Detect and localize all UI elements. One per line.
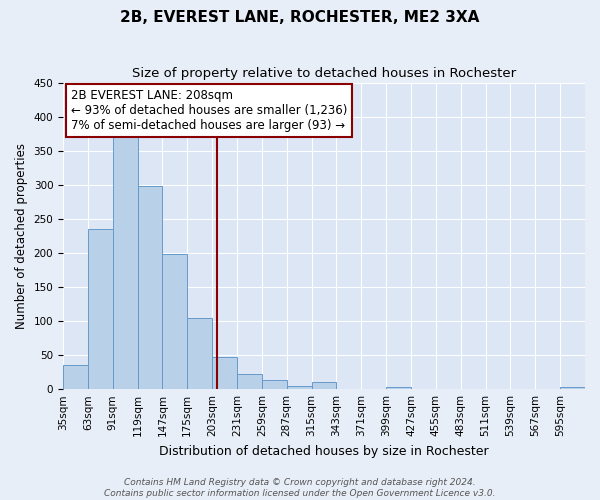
Bar — [560, 387, 585, 389]
Bar — [311, 382, 337, 389]
Text: Contains HM Land Registry data © Crown copyright and database right 2024.
Contai: Contains HM Land Registry data © Crown c… — [104, 478, 496, 498]
Text: 2B, EVEREST LANE, ROCHESTER, ME2 3XA: 2B, EVEREST LANE, ROCHESTER, ME2 3XA — [121, 10, 479, 25]
Bar — [63, 366, 88, 389]
Bar — [113, 138, 137, 389]
Bar — [187, 318, 212, 389]
Bar — [88, 230, 113, 389]
Bar — [163, 254, 187, 389]
Bar — [212, 357, 237, 389]
Bar — [262, 380, 287, 389]
Bar — [386, 387, 411, 389]
Bar — [137, 186, 163, 389]
X-axis label: Distribution of detached houses by size in Rochester: Distribution of detached houses by size … — [159, 444, 489, 458]
Title: Size of property relative to detached houses in Rochester: Size of property relative to detached ho… — [132, 68, 516, 80]
Text: 2B EVEREST LANE: 208sqm
← 93% of detached houses are smaller (1,236)
7% of semi-: 2B EVEREST LANE: 208sqm ← 93% of detache… — [71, 89, 347, 132]
Y-axis label: Number of detached properties: Number of detached properties — [15, 143, 28, 329]
Bar — [287, 386, 311, 389]
Bar — [237, 374, 262, 389]
